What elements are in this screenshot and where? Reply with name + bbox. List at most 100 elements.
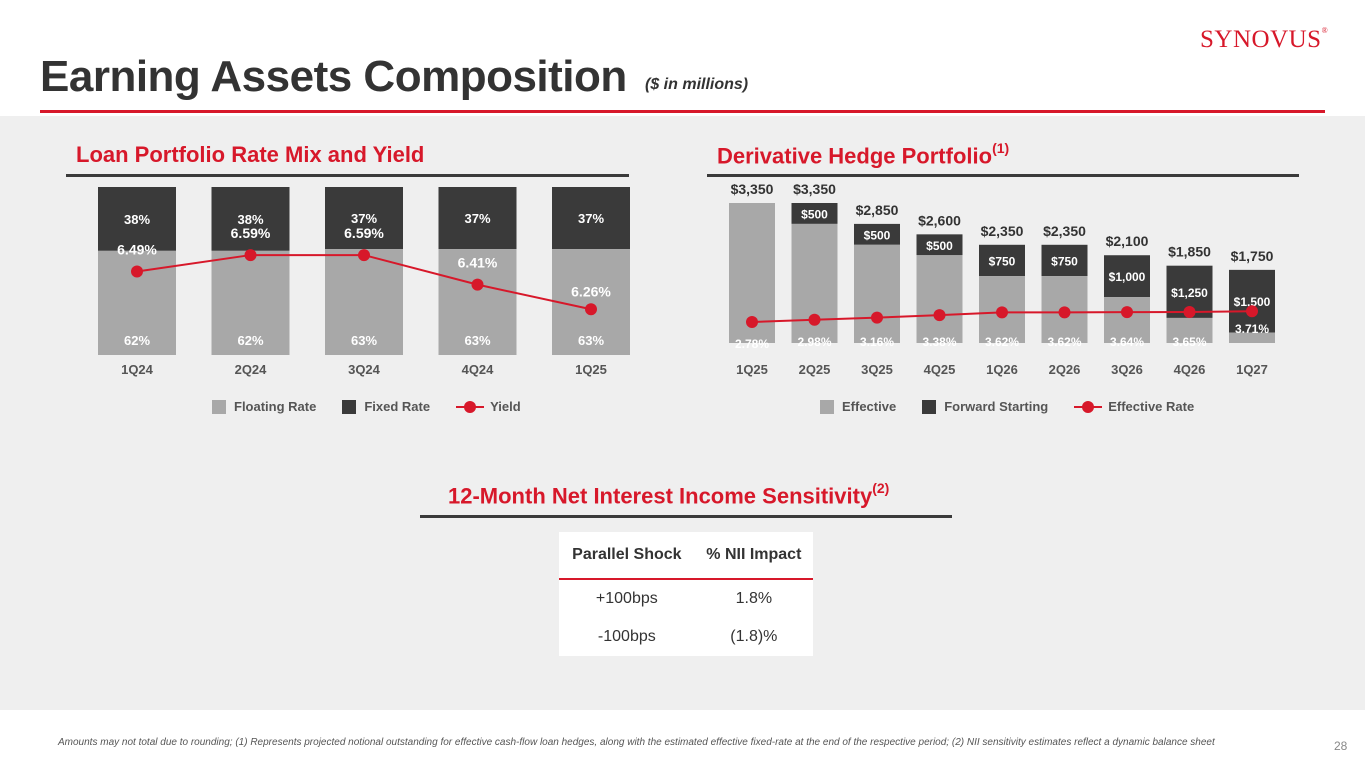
bar-forward-starting [979, 244, 1025, 277]
bar-total-label: $2,850 [856, 202, 899, 218]
bar-label-forward: $1,500 [1234, 295, 1271, 309]
title-divider [40, 110, 1325, 113]
hedge-section-heading: Derivative Hedge Portfolio(1) [717, 140, 1010, 169]
bar-label-fixed: 38% [124, 212, 150, 227]
effective-rate-point [996, 306, 1008, 319]
effective-rate-label: 3.62% [1047, 335, 1081, 349]
legend-yield-swatch [456, 400, 485, 414]
table-row: -100bps (1.8)% [559, 618, 813, 656]
yield-label: 6.41% [458, 255, 498, 271]
bar-label-fixed: 37% [351, 211, 377, 226]
yield-point [131, 265, 143, 278]
legend-forward-swatch [922, 399, 937, 414]
bar-forward-starting [1229, 269, 1275, 333]
bar-floating-rate [211, 250, 290, 355]
bar-label-fixed: 38% [237, 212, 263, 227]
bar-label-forward: $500 [864, 228, 891, 242]
bar-label-forward: $500 [801, 207, 828, 221]
footnote: Amounts may not total due to rounding; (… [58, 737, 1215, 748]
legend-effective-swatch [820, 399, 834, 414]
bar-label-floating: 62% [124, 333, 150, 348]
legend-forward-label: Forward Starting [944, 399, 1049, 414]
legend-fixed: Fixed Rate [342, 399, 430, 414]
effective-rate-label: 2.78% [735, 337, 769, 351]
bar-effective [1229, 332, 1275, 343]
x-tick-label: 1Q25 [575, 362, 607, 377]
logo-text: SYNOVUS [1200, 26, 1322, 53]
effective-rate-label: 2.98% [797, 335, 831, 349]
bar-label-floating: 63% [351, 333, 377, 348]
bar-total-label: $1,750 [1231, 248, 1274, 264]
legend-effective: Effective [820, 399, 896, 414]
bar-fixed-rate [438, 187, 517, 250]
table-header: Parallel Shock [559, 532, 695, 580]
x-tick-label: 3Q24 [348, 362, 381, 377]
bar-forward-starting [1041, 244, 1088, 277]
effective-rate-point [1246, 305, 1258, 318]
legend-floating-label: Floating Rate [234, 399, 317, 414]
table-cell: -100bps [597, 628, 656, 645]
x-tick-label: 4Q24 [462, 362, 495, 377]
x-tick-label: 1Q27 [1236, 362, 1268, 377]
bar-total-label: $2,350 [1043, 223, 1086, 239]
bar-label-floating: 63% [464, 333, 490, 348]
legend-rate-swatch [1074, 400, 1103, 414]
yield-label: 6.26% [571, 283, 611, 299]
x-tick-label: 2Q24 [235, 362, 268, 377]
page-title: Earning Assets Composition [40, 52, 627, 101]
bar-label-forward: $750 [1051, 254, 1078, 268]
x-tick-label: 1Q25 [736, 362, 768, 377]
table-header: % NII Impact [694, 532, 813, 580]
bar-effective [854, 244, 900, 343]
x-tick-label: 4Q26 [1174, 362, 1206, 377]
bar-effective [1166, 317, 1213, 343]
effective-rate-label: 3.62% [985, 335, 1019, 349]
x-tick-label: 2Q26 [1049, 362, 1081, 377]
legend-effective-label: Effective [842, 399, 897, 414]
hedge-heading-note: (1) [992, 140, 1010, 156]
effective-rate-point [933, 309, 946, 322]
loan-section-rule [66, 174, 629, 177]
loan-section-heading: Loan Portfolio Rate Mix and Yield [76, 142, 424, 168]
yield-label: 6.59% [344, 225, 384, 241]
x-tick-label: 1Q24 [121, 362, 154, 377]
logo-registered-mark: ® [1321, 26, 1329, 35]
bar-forward-starting [916, 234, 963, 256]
x-tick-label: 1Q26 [986, 362, 1018, 377]
hedge-section-rule [707, 174, 1299, 177]
legend-floating-swatch [212, 399, 226, 414]
bar-label-forward: $500 [926, 239, 953, 253]
x-tick-label: 3Q25 [861, 362, 893, 377]
nii-section-rule [420, 515, 952, 518]
bar-effective [916, 255, 963, 343]
nii-heading-text: 12-Month Net Interest Income Sensitivity [448, 483, 873, 509]
bar-floating-rate [325, 249, 403, 355]
bar-total-label: $1,850 [1168, 244, 1211, 260]
yield-point [585, 303, 597, 316]
hedge-legend: Effective Forward Starting Effective Rat… [820, 399, 1194, 414]
legend-effective-rate: Effective Rate [1074, 399, 1194, 414]
bar-total-label: $2,600 [918, 212, 961, 228]
bar-forward-starting [1104, 255, 1150, 298]
yield-point [358, 249, 370, 262]
nii-heading-note: (2) [872, 480, 890, 496]
bar-label-fixed: 37% [464, 211, 490, 226]
bar-total-label: $3,350 [793, 181, 836, 197]
x-tick-label: 3Q26 [1111, 362, 1143, 377]
bar-total-label: $2,100 [1106, 233, 1149, 249]
legend-yield-label: Yield [490, 399, 521, 414]
legend-rate-label: Effective Rate [1108, 399, 1195, 414]
bar-fixed-rate [98, 187, 176, 251]
legend-yield: Yield [456, 399, 521, 414]
legend-fixed-swatch [342, 399, 357, 414]
effective-rate-label: 3.71% [1235, 322, 1269, 336]
legend-floating: Floating Rate [212, 399, 316, 414]
effective-rate-point [1183, 305, 1196, 318]
bar-fixed-rate [552, 187, 630, 250]
nii-sensitivity-table: Parallel Shock % NII Impact +100bps 1.8%… [559, 532, 813, 656]
bar-label-forward: $750 [989, 254, 1016, 268]
yield-point [471, 278, 484, 291]
yield-point [244, 249, 257, 262]
bar-floating-rate [552, 249, 630, 355]
bar-total-label: $3,350 [731, 181, 774, 197]
